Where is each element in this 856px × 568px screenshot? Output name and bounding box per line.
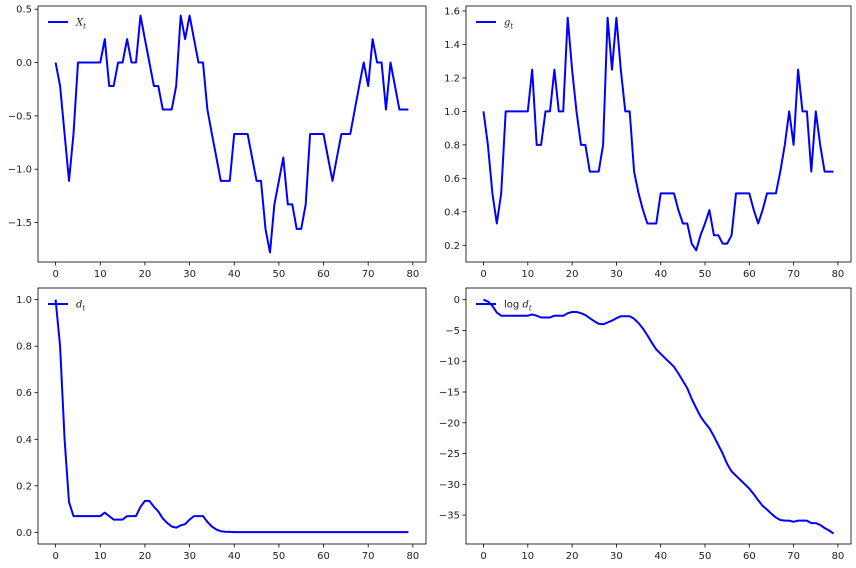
subplot-4: 0 10 20 30 40 50 60 70 80 −35 −30 −25 −20 −15 −10 −5 0 lo… <box>439 287 852 562</box>
y-tick-label: −35 <box>439 511 460 522</box>
x-tick-label: 20 <box>139 551 152 562</box>
subplot-3: 0 10 20 30 40 50 60 70 80 0.0 0.2 0.4 0.6 0.8 1.0 dt <box>16 287 427 562</box>
x-tick-label: 20 <box>139 269 152 280</box>
axes-frame <box>37 5 427 263</box>
x-tick-label: 40 <box>228 551 241 562</box>
legend: Xt <box>48 18 86 31</box>
axes-frame <box>465 5 852 263</box>
x-tick-label: 10 <box>521 551 534 562</box>
x-tick-label: 20 <box>566 551 579 562</box>
y-tick-label: −30 <box>439 480 460 491</box>
x-tick-label: 20 <box>566 269 579 280</box>
axes-frame <box>37 287 427 545</box>
x-tick-label: 0 <box>52 269 58 280</box>
y-tick-label: 0.6 <box>444 174 460 185</box>
subplot-2: 0 10 20 30 40 50 60 70 80 0.2 0.4 0.6 0.8 1.0 1.2 1.4 1.… <box>444 5 852 280</box>
x-tick-label: 60 <box>743 269 756 280</box>
y-tick-label: −5 <box>445 326 460 337</box>
y-tick-label: −0.5 <box>8 111 32 122</box>
x-tick-label: 70 <box>787 269 800 280</box>
y-tick-label: 1.4 <box>444 40 460 51</box>
x-tick-label: 70 <box>787 551 800 562</box>
x-tick-label: 50 <box>273 269 286 280</box>
x-tick-label: 80 <box>406 269 419 280</box>
y-tick-label: 0.6 <box>16 388 32 399</box>
x-tick-label: 30 <box>183 551 196 562</box>
y-tick-label: 0.5 <box>16 5 32 16</box>
y-tick-label: −20 <box>439 418 460 429</box>
y-tick-label: −25 <box>439 449 460 460</box>
y-tick-label: 0.2 <box>444 241 460 252</box>
x-tick-label: 30 <box>610 551 623 562</box>
y-tick-label: 1.0 <box>444 107 460 118</box>
x-tick-label: 50 <box>273 551 286 562</box>
y-tick-label: 1.2 <box>444 73 460 84</box>
y-tick-label: −1.0 <box>8 165 32 176</box>
y-tick-label: 0.4 <box>16 435 32 446</box>
series-line <box>54 299 409 534</box>
y-tick-label: −15 <box>439 388 460 399</box>
y-tick-label: 0.4 <box>444 207 460 218</box>
legend-label: log dt <box>504 300 532 313</box>
legend-label: gt <box>504 18 513 31</box>
x-tick-label: 60 <box>317 269 330 280</box>
x-tick-label: 10 <box>521 269 534 280</box>
series-line <box>54 14 409 254</box>
x-tick-label: 40 <box>654 269 667 280</box>
x-tick-label: 10 <box>94 269 107 280</box>
x-tick-label: 70 <box>362 551 375 562</box>
axes-frame <box>465 287 852 545</box>
legend: log dt <box>476 300 532 313</box>
y-tick-label: −1.5 <box>8 218 32 229</box>
x-tick-label: 40 <box>228 269 241 280</box>
series-line <box>482 16 834 252</box>
x-tick-label: 40 <box>654 551 667 562</box>
legend-label: dt <box>76 300 85 313</box>
subplot-1: 0 10 20 30 40 50 60 70 80 −1.5 −1.0 −0.5 0.0 0.5 Xt <box>8 5 427 280</box>
y-tick-label: 1.6 <box>444 7 460 18</box>
subplots: 0 10 20 30 40 50 60 70 80 −1.5 −1.0 −0.5 0.0 0.5 Xt 0 10… <box>8 5 852 562</box>
x-tick-label: 30 <box>183 269 196 280</box>
x-tick-label: 80 <box>832 551 845 562</box>
legend: dt <box>48 300 85 313</box>
y-tick-label: −10 <box>439 357 460 368</box>
x-tick-label: 80 <box>832 269 845 280</box>
x-tick-label: 30 <box>610 269 623 280</box>
x-tick-label: 0 <box>480 269 486 280</box>
x-tick-label: 80 <box>406 551 419 562</box>
x-tick-label: 60 <box>743 551 756 562</box>
x-tick-label: 60 <box>317 551 330 562</box>
x-tick-label: 50 <box>699 269 712 280</box>
y-tick-label: 0 <box>454 295 460 306</box>
y-tick-label: 0.0 <box>16 58 32 69</box>
y-tick-label: 0.8 <box>444 140 460 151</box>
series-line <box>483 298 835 535</box>
x-tick-label: 50 <box>699 551 712 562</box>
y-tick-label: 0.2 <box>16 481 32 492</box>
x-tick-label: 0 <box>480 551 486 562</box>
x-tick-label: 10 <box>94 551 107 562</box>
y-tick-label: 0.8 <box>16 342 32 353</box>
legend-label: Xt <box>75 18 86 31</box>
x-tick-label: 70 <box>362 269 375 280</box>
x-tick-label: 0 <box>52 551 58 562</box>
y-tick-label: 1.0 <box>16 295 32 306</box>
legend: gt <box>476 18 513 31</box>
y-tick-label: 0.0 <box>16 528 32 539</box>
